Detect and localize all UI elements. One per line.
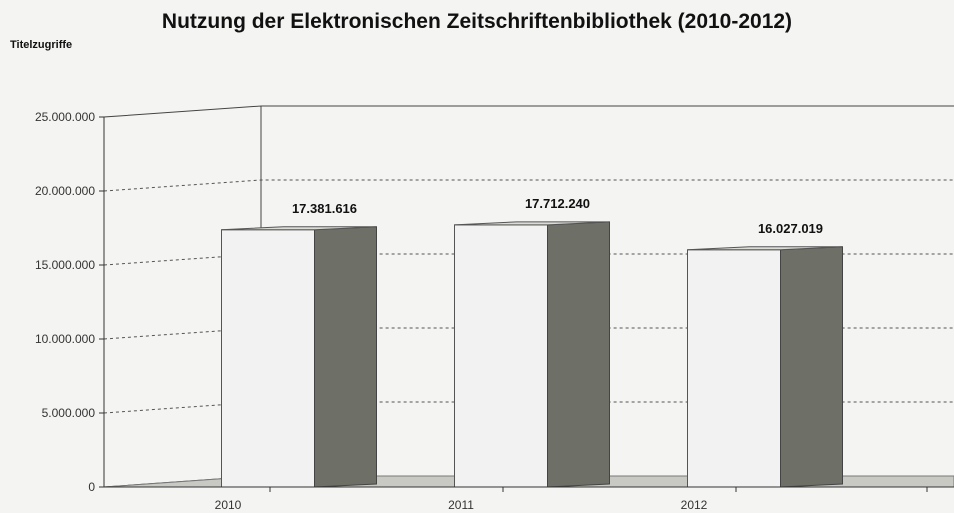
x-tick-label: 2012: [681, 498, 708, 512]
x-tick-label: 2011: [448, 498, 474, 512]
y-tick-label: 25.000.000: [35, 110, 95, 124]
bar-top: [221, 226, 377, 231]
bar-side: [547, 221, 610, 488]
y-tick-label: 0: [88, 480, 95, 494]
bar-2011: [454, 221, 610, 488]
bar-top: [687, 246, 843, 251]
data-label: 16.027.019: [758, 221, 823, 236]
y-axis-label: Titelzugriffe: [10, 39, 73, 51]
y-tick-label: 15.000.000: [35, 258, 95, 272]
bar-side: [780, 246, 843, 488]
y-tick-label: 5.000.000: [42, 406, 96, 420]
bar-2012: [687, 246, 843, 488]
bar-side: [314, 226, 377, 488]
data-label: 17.381.616: [292, 201, 357, 216]
x-axis: 2010 2011 2012: [104, 486, 954, 512]
gridline: [103, 179, 954, 192]
bar-2010: [221, 226, 377, 488]
y-axis: 0 5.000.000 10.000.000 15.000.000 20.000.000…: [35, 110, 105, 494]
y-tick-label: 10.000.000: [35, 332, 95, 346]
x-tick-label: 2010: [215, 498, 242, 512]
data-label: 17.712.240: [525, 196, 590, 211]
bar-front: [221, 229, 315, 488]
bar-front: [687, 249, 781, 488]
y-tick-label: 20.000.000: [35, 184, 95, 198]
bars: 17.381.616 17.712.240 16.027.019: [221, 196, 843, 488]
bar-front: [454, 224, 548, 488]
bar-top: [454, 221, 610, 226]
chart-title: Nutzung der Elektronischen Zeitschriften…: [161, 10, 793, 33]
